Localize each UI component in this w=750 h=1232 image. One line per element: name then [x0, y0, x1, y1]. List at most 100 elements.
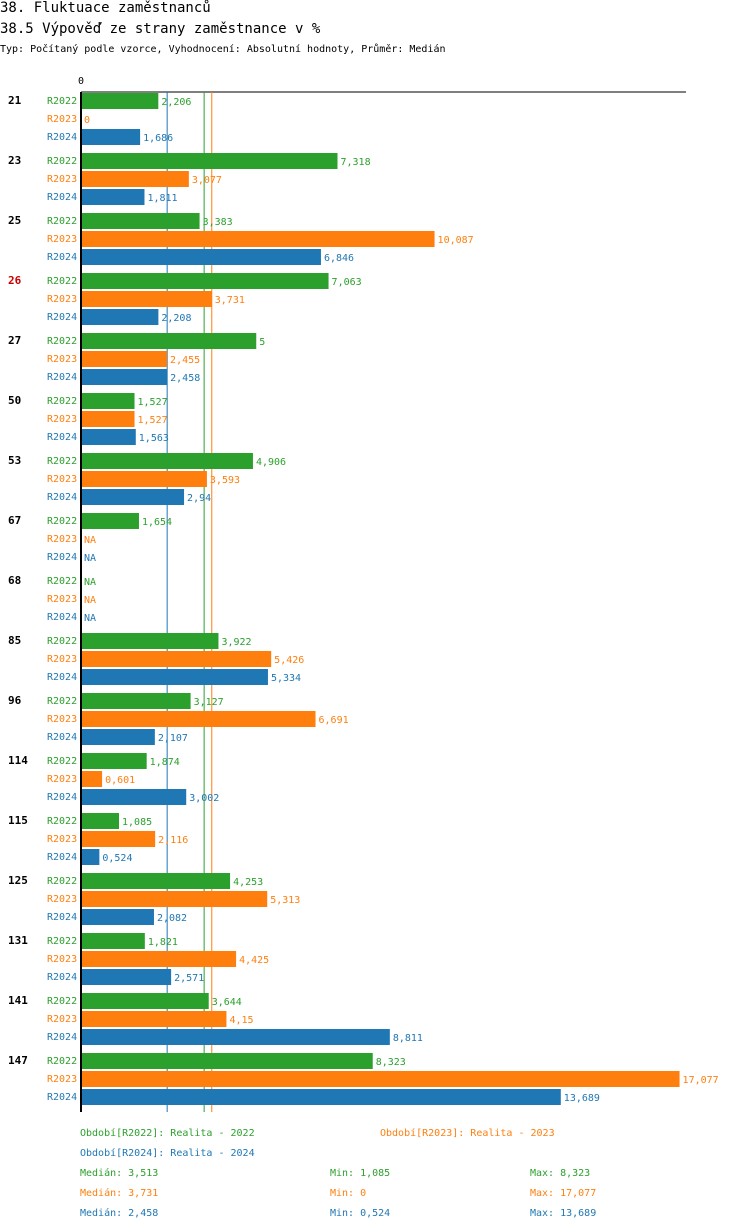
- series-label: R2022: [47, 276, 77, 287]
- bar: [81, 369, 168, 385]
- bar: [81, 711, 316, 727]
- bar: [81, 1029, 390, 1045]
- stat-r2023-max: Max: 17,077: [530, 1188, 597, 1199]
- bar: [81, 513, 139, 529]
- data-label: 3,383: [203, 217, 233, 228]
- data-label: 2,116: [158, 835, 188, 846]
- series-label: R2024: [47, 312, 77, 323]
- data-label: 4,906: [256, 457, 286, 468]
- series-label: R2024: [47, 372, 77, 383]
- data-label: 10,087: [438, 235, 474, 246]
- category-label: 25: [8, 214, 21, 227]
- data-label: 5,313: [270, 895, 300, 906]
- series-label: R2024: [47, 132, 77, 143]
- category-label: 114: [8, 754, 28, 767]
- series-label: R2023: [47, 114, 77, 125]
- category-label: 21: [8, 94, 22, 107]
- bar: [81, 231, 435, 247]
- bar: [81, 633, 219, 649]
- series-label: R2024: [47, 672, 77, 683]
- data-label: 6,691: [319, 715, 349, 726]
- series-label: R2023: [47, 1014, 77, 1025]
- bar: [81, 393, 135, 409]
- series-label: R2022: [47, 456, 77, 467]
- series-label: R2024: [47, 1092, 77, 1103]
- series-label: R2023: [47, 834, 77, 845]
- bar: [81, 309, 159, 325]
- bar: [81, 273, 329, 289]
- series-label: R2023: [47, 774, 77, 785]
- category-label: 141: [8, 994, 28, 1007]
- data-label: 2,082: [157, 913, 187, 924]
- series-label: R2023: [47, 474, 77, 485]
- stat-r2023-median: Medián: 3,731: [80, 1188, 159, 1199]
- bar: [81, 429, 136, 445]
- category-label: 53: [8, 454, 21, 467]
- bar: [81, 831, 156, 847]
- series-label: R2022: [47, 876, 77, 887]
- data-label: NA: [84, 613, 96, 624]
- bar: [81, 171, 189, 187]
- category-label: 23: [8, 154, 21, 167]
- data-label: 6,846: [324, 253, 354, 264]
- stat-r2023-min: Min: 0: [330, 1188, 367, 1199]
- data-label: 1,874: [150, 757, 180, 768]
- stat-r2022-max: Max: 8,323: [530, 1168, 591, 1179]
- bar: [81, 789, 187, 805]
- data-label: 5,426: [274, 655, 304, 666]
- series-label: R2023: [47, 174, 77, 185]
- bar: [81, 771, 103, 787]
- bar: [81, 189, 145, 205]
- series-label: R2024: [47, 972, 77, 983]
- series-label: R2023: [47, 234, 77, 245]
- stat-r2024-median: Medián: 2,458: [80, 1208, 159, 1219]
- data-label: 5: [259, 337, 265, 348]
- data-label: 3,077: [192, 175, 222, 186]
- bar: [81, 951, 237, 967]
- stat-r2022-min: Min: 1,085: [330, 1168, 391, 1179]
- series-label: R2023: [47, 414, 77, 425]
- bar: [81, 291, 212, 307]
- data-label: 2,458: [170, 373, 200, 384]
- series-label: R2022: [47, 96, 77, 107]
- bar: [81, 471, 207, 487]
- data-label: 2,94: [187, 493, 211, 504]
- bar: [81, 333, 257, 349]
- series-label: R2024: [47, 852, 77, 863]
- series-label: R2022: [47, 996, 77, 1007]
- bar: [81, 969, 172, 985]
- data-label: 3,002: [189, 793, 219, 804]
- series-label: R2022: [47, 936, 77, 947]
- bar: [81, 213, 200, 229]
- data-label: 8,811: [393, 1033, 423, 1044]
- bar: [81, 909, 154, 925]
- category-label: 50: [8, 394, 21, 407]
- data-label: NA: [84, 553, 96, 564]
- series-label: R2022: [47, 1056, 77, 1067]
- bar: [81, 651, 272, 667]
- category-label: 67: [8, 514, 21, 527]
- series-label: R2024: [47, 732, 77, 743]
- series-label: R2024: [47, 1032, 77, 1043]
- series-label: R2024: [47, 492, 77, 503]
- category-label: 115: [8, 814, 28, 827]
- data-label: 7,063: [332, 277, 362, 288]
- data-label: 3,127: [194, 697, 224, 708]
- series-label: R2023: [47, 654, 77, 665]
- series-label: R2024: [47, 912, 77, 923]
- series-label: R2022: [47, 696, 77, 707]
- data-label: 5,334: [271, 673, 301, 684]
- data-label: 8,323: [376, 1057, 406, 1068]
- data-label: 3,644: [212, 997, 242, 1008]
- axis-zero-label: 0: [78, 76, 84, 87]
- data-label: 4,425: [239, 955, 269, 966]
- series-label: R2022: [47, 336, 77, 347]
- data-label: 1,527: [138, 397, 168, 408]
- series-label: R2022: [47, 756, 77, 767]
- data-label: 4,15: [229, 1015, 253, 1026]
- series-label: R2022: [47, 636, 77, 647]
- data-label: 1,527: [138, 415, 168, 426]
- data-label: 3,593: [210, 475, 240, 486]
- bar: [81, 669, 268, 685]
- category-label: 125: [8, 874, 28, 887]
